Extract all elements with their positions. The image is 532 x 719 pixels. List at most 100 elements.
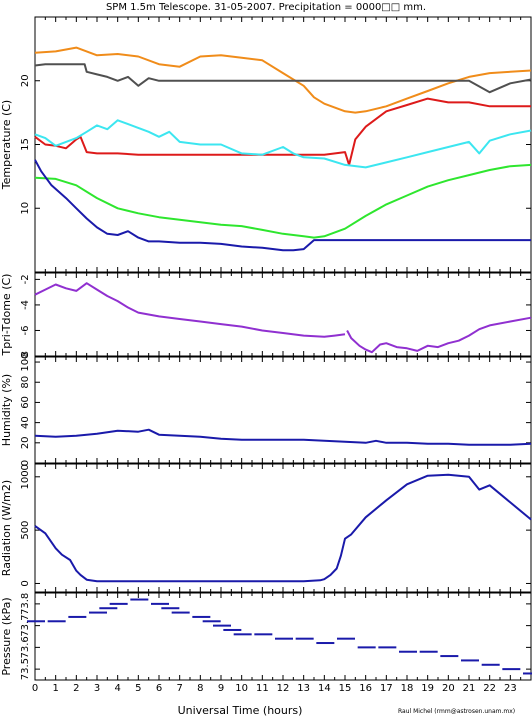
series-line-green [34,163,532,239]
data-point [461,659,479,662]
y-axis-label: Radiation (W/m2) [0,480,13,576]
data-point [213,624,231,627]
x-tick-label: 12 [277,683,290,694]
data-point [523,672,532,675]
series-line-red [34,97,531,166]
data-point [440,655,459,658]
data-point [192,615,211,618]
series-line-gray [34,63,532,94]
y-tick-label: -6 [20,325,31,335]
x-tick-label: 4 [114,683,120,694]
y-tick-label: 15 [20,138,31,151]
data-point [27,620,45,623]
x-tick-label: 9 [218,683,224,694]
data-point [202,620,221,623]
x-tick-label: 2 [73,683,79,694]
data-point [399,650,417,653]
x-tick-label: 16 [359,683,372,694]
x-tick-label: 10 [235,683,248,694]
y-tick-label: 20 [20,74,31,87]
data-point [99,607,118,610]
series-line-purple [34,282,346,338]
data-point [275,637,293,640]
x-tick-label: 20 [442,683,455,694]
chart-title: SPM 1.5m Telescope. 31-05-2007. Precipit… [106,2,426,13]
x-tick-label: 21 [463,683,476,694]
x-axis-label: Universal Time (hours) [178,704,303,717]
series-line-orange [34,46,532,114]
y-tick-label: -4 [20,300,31,310]
y-tick-label: -8 [20,351,31,361]
data-point [223,628,242,631]
data-point [378,646,397,649]
data-point [419,650,438,653]
y-tick-label: 10 [20,202,31,215]
panel-frame [34,272,532,357]
series-line-cyan [34,119,532,169]
x-tick-label: 11 [256,683,269,694]
y-tick-label: 0 [20,580,31,586]
x-tick-label: 15 [339,683,352,694]
x-tick-label: 6 [156,683,162,694]
x-tick-label: 3 [94,683,100,694]
x-tick-label: 17 [380,683,393,694]
data-point [47,620,66,623]
x-tick-label: 23 [504,683,517,694]
series-line-blue [34,159,531,252]
panel-frame [34,592,532,681]
y-tick-label: 100 [20,353,31,372]
x-tick-label: 8 [197,683,203,694]
y-tick-label: 73.8 [20,593,31,615]
y-tick-label: -2 [20,274,31,284]
panel-pressure: 73.573.673.773.8 Pressure (kPa) [0,592,532,681]
panel-frame [34,463,532,593]
y-axis-label: Temperature (C) [0,100,13,190]
x-tick-label: 13 [297,683,310,694]
data-point [89,611,107,614]
panel-humidity: 0 20 40 60 80 100 Humidity (%) [0,353,532,466]
data-point [481,663,500,666]
y-tick-label: 80 [20,376,31,389]
series-line-blue [34,473,532,583]
y-tick-label: 73.5 [20,658,31,680]
x-tick-label: 1 [52,683,58,694]
credit-text: Raul Michel (rmm@astrosen.unam.mx) [398,708,515,715]
panel-frame [34,356,532,464]
x-tick-label: 14 [318,683,331,694]
data-point [233,633,252,636]
series-line-blue [34,428,532,446]
data-point [161,607,180,610]
data-point [68,615,87,618]
data-point [151,602,169,605]
data-point [295,637,314,640]
y-tick-label: 73.7 [20,614,31,636]
panel-radiation: 0 500 1000 Radiation (W/m2) [0,463,532,593]
y-tick-label: 0 [20,460,31,466]
x-tick-label: 22 [483,683,496,694]
y-axis-label: Pressure (kPa) [0,597,13,675]
data-point [502,668,521,671]
x-tick-label: 19 [421,683,434,694]
data-point [316,642,335,645]
data-point [171,611,190,614]
data-point [337,637,355,640]
y-tick-label: 40 [20,416,31,429]
panel-tpri-tdome: -8 -6 -4 -2 Tpri-Tdome (C) [0,272,532,361]
y-axis-label: Humidity (%) [0,374,13,446]
y-axis-label: Tpri-Tdome (C) [0,274,13,357]
data-point [357,646,376,649]
data-point [254,633,273,636]
panel-temperature: 10 15 20 Temperature (C) [0,16,532,273]
x-tick-label: 7 [176,683,182,694]
y-tick-label: 20 [20,436,31,449]
y-tick-label: 500 [20,521,31,540]
data-point [130,598,149,601]
y-tick-label: 73.6 [20,636,31,658]
x-tick-label: 18 [401,683,414,694]
series-line-purple [346,316,532,354]
y-tick-label: 60 [20,396,31,409]
data-point [109,602,128,605]
y-tick-label: 1000 [20,464,31,489]
